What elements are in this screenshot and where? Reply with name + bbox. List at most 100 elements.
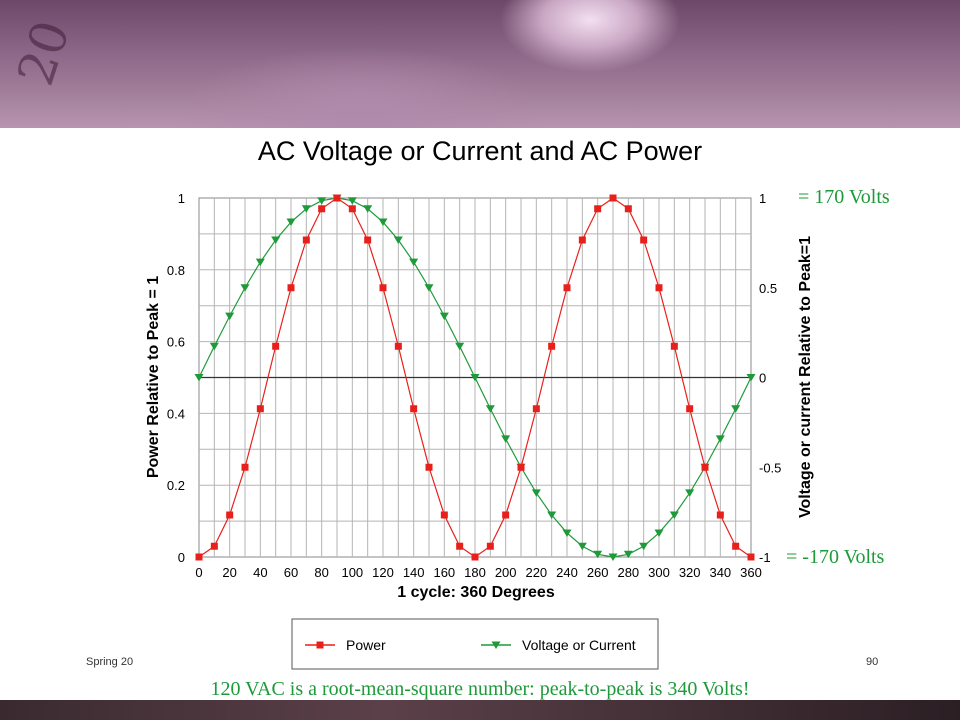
y-left-tick-label: 0.4: [167, 406, 185, 421]
data-point-power: [670, 342, 678, 350]
x-tick-label: 260: [587, 565, 609, 580]
data-point-power: [379, 284, 387, 292]
data-point-power: [333, 194, 341, 202]
chart-title: AC Voltage or Current and AC Power: [257, 136, 703, 166]
data-point-voltage: [577, 542, 587, 551]
data-point-power: [456, 542, 464, 550]
data-point-power: [548, 342, 556, 350]
y-right-tick-label: -1: [759, 550, 771, 565]
x-tick-label: 20: [222, 565, 236, 580]
x-tick-label: 0: [195, 565, 202, 580]
data-point-power: [425, 463, 433, 471]
data-point-voltage: [424, 284, 434, 292]
data-point-power: [195, 553, 203, 561]
slide-caption: 120 VAC is a root-mean-square number: pe…: [210, 678, 750, 700]
data-point-voltage: [485, 405, 495, 413]
y-left-tick-label: 0.6: [167, 335, 185, 350]
data-point-power: [287, 284, 295, 292]
x-tick-label: 60: [284, 565, 298, 580]
data-point-power: [210, 542, 218, 550]
x-tick-label: 340: [709, 565, 731, 580]
data-point-voltage: [240, 284, 250, 292]
y-left-tick-label: 0.8: [167, 263, 185, 278]
legend-box: [291, 618, 659, 670]
data-point-voltage: [317, 197, 327, 205]
x-tick-label: 280: [617, 565, 639, 580]
data-point-power: [348, 205, 356, 213]
data-point-power: [532, 405, 540, 413]
data-point-voltage: [301, 205, 311, 213]
y-right-tick-label: 0.5: [759, 281, 777, 296]
data-point-voltage: [593, 550, 603, 559]
peak-negative-annotation: = -170 Volts: [786, 546, 885, 568]
data-point-voltage: [209, 342, 219, 351]
data-point-voltage: [393, 236, 403, 245]
x-tick-label: 40: [253, 565, 267, 580]
data-point-voltage: [194, 374, 204, 382]
x-tick-label: 80: [314, 565, 328, 580]
footer-banner-photo: [0, 700, 960, 720]
x-tick-label: 360: [740, 565, 762, 580]
x-tick-label: 180: [464, 565, 486, 580]
data-point-power: [318, 205, 326, 213]
page-number: 90: [866, 656, 879, 668]
y-left-tick-label: 1: [178, 191, 185, 206]
data-point-power: [226, 511, 234, 519]
footer-date: Spring 20: [86, 656, 134, 668]
data-point-power: [686, 405, 694, 413]
data-point-power: [471, 553, 479, 561]
data-point-voltage: [531, 489, 541, 497]
peak-positive-annotation: = 170 Volts: [798, 186, 890, 208]
data-point-power: [747, 553, 755, 561]
data-point-power: [364, 236, 372, 244]
x-tick-label: 100: [341, 565, 363, 580]
data-point-voltage: [639, 542, 649, 551]
data-point-voltage: [347, 197, 357, 205]
data-point-power: [732, 542, 740, 550]
x-tick-label: 200: [495, 565, 517, 580]
data-point-power: [563, 284, 571, 292]
data-point-voltage: [746, 374, 756, 382]
data-point-power: [517, 463, 525, 471]
x-tick-label: 320: [679, 565, 701, 580]
data-point-power: [502, 511, 510, 519]
data-point-voltage: [731, 405, 741, 413]
x-tick-label: 240: [556, 565, 578, 580]
data-point-power: [316, 641, 324, 649]
x-tick-label: 140: [403, 565, 425, 580]
data-point-voltage: [439, 312, 449, 321]
data-point-voltage: [715, 435, 725, 443]
data-point-voltage: [623, 550, 633, 559]
y-right-tick-label: 0: [759, 371, 766, 386]
data-point-power: [594, 205, 602, 213]
data-point-power: [609, 194, 617, 202]
data-point-voltage: [608, 553, 618, 561]
y-right-axis-label: Voltage or current Relative to Peak=1: [797, 236, 814, 518]
data-point-voltage: [470, 374, 480, 382]
data-point-voltage: [501, 435, 511, 443]
y-right-tick-label: 1: [759, 191, 766, 206]
data-point-voltage: [547, 511, 557, 519]
legend-label-power: Power: [346, 637, 386, 653]
data-point-power: [640, 236, 648, 244]
data-point-voltage: [225, 312, 235, 321]
data-point-power: [440, 511, 448, 519]
data-point-voltage: [685, 489, 695, 497]
data-point-voltage: [378, 218, 388, 227]
x-tick-label: 120: [372, 565, 394, 580]
data-point-power: [394, 342, 402, 350]
data-point-power: [486, 542, 494, 550]
data-point-power: [302, 236, 310, 244]
data-point-voltage: [455, 342, 465, 351]
legend-label-voltage: Voltage or Current: [522, 637, 636, 653]
y-left-tick-label: 0: [178, 550, 185, 565]
data-point-power: [241, 463, 249, 471]
header-banner-photo: 20: [0, 0, 960, 128]
data-point-power: [624, 205, 632, 213]
data-point-voltage: [363, 205, 373, 213]
data-point-power: [578, 236, 586, 244]
x-tick-label: 160: [433, 565, 455, 580]
y-right-tick-label: -0.5: [759, 460, 781, 475]
data-point-power: [410, 405, 418, 413]
